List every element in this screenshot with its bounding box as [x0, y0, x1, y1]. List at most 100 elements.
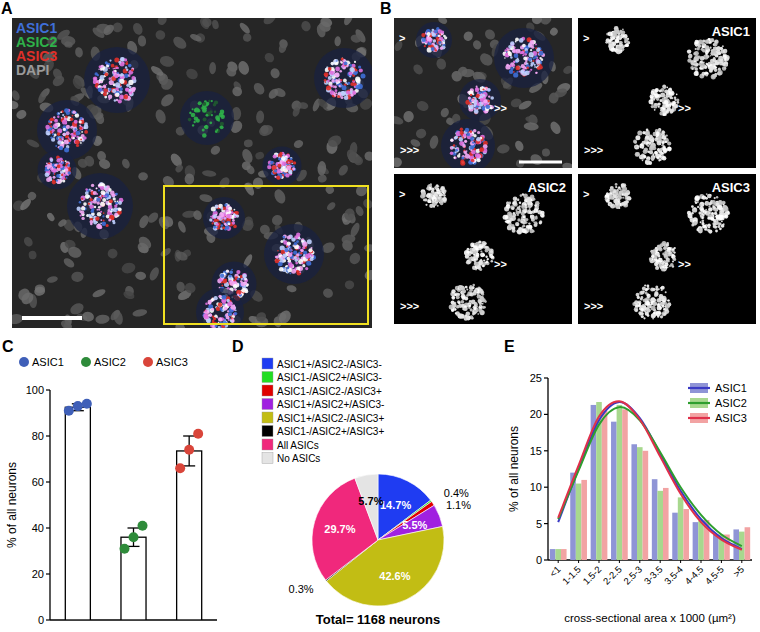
- nucleus: [76, 157, 89, 169]
- nucleus: [439, 107, 450, 119]
- speckle: [287, 267, 290, 270]
- speckle: [520, 70, 524, 74]
- speckle: [60, 171, 63, 174]
- speckle: [65, 135, 68, 138]
- speckle: [218, 303, 222, 307]
- speckle: [79, 120, 82, 123]
- channel-label: DAPI: [16, 62, 49, 78]
- micrograph: [12, 18, 372, 328]
- speckle: [100, 86, 102, 88]
- speckle: [288, 161, 290, 163]
- nucleus: [135, 271, 146, 280]
- speckle: [103, 212, 105, 214]
- speckle: [341, 58, 344, 61]
- speckle: [427, 37, 432, 42]
- nucleus: [262, 18, 278, 27]
- speckle: [91, 213, 94, 216]
- speckle: [427, 32, 431, 36]
- speckle: [79, 130, 81, 132]
- nucleus: [256, 110, 265, 123]
- speckle: [126, 69, 128, 71]
- speckle: [89, 198, 92, 201]
- speckle: [292, 167, 295, 170]
- nucleus: [171, 34, 189, 51]
- nucleus: [26, 138, 41, 149]
- nucleus: [548, 120, 562, 136]
- speckle: [235, 289, 237, 291]
- speckle: [486, 106, 489, 109]
- speckle: [226, 270, 229, 273]
- speckle: [109, 199, 113, 203]
- speckle: [345, 82, 347, 84]
- speckle: [50, 117, 53, 120]
- nucleus: [189, 33, 203, 43]
- nucleus: [278, 42, 288, 54]
- cell-body: [416, 22, 452, 58]
- speckle: [282, 254, 286, 258]
- speckle: [79, 124, 81, 126]
- speckle: [282, 261, 284, 263]
- nucleus: [46, 275, 58, 283]
- speckle: [106, 202, 108, 204]
- panel-letter: A: [1, 0, 13, 17]
- speckle: [306, 261, 311, 266]
- nucleus: [435, 57, 448, 71]
- speckle: [98, 69, 100, 71]
- nucleus: [300, 20, 312, 33]
- speckle: [80, 142, 82, 144]
- nucleus: [120, 261, 136, 275]
- speckle: [77, 207, 81, 211]
- speckle: [101, 65, 104, 68]
- cell-body: [494, 28, 554, 88]
- nucleus: [286, 284, 297, 293]
- speckle: [273, 170, 277, 174]
- speckle: [223, 305, 225, 307]
- speckle: [67, 164, 70, 167]
- speckle: [210, 308, 215, 313]
- speckle: [72, 115, 74, 117]
- speckle: [437, 40, 442, 45]
- speckle: [470, 94, 472, 96]
- speckle: [190, 111, 192, 113]
- speckle: [235, 211, 239, 215]
- speckle: [124, 74, 128, 78]
- nucleus: [243, 181, 256, 197]
- speckle: [116, 204, 118, 206]
- speckle: [203, 118, 207, 122]
- speckle: [56, 179, 58, 181]
- nucleus: [354, 205, 365, 218]
- speckle: [476, 86, 478, 88]
- speckle: [213, 103, 216, 106]
- speckle: [291, 252, 293, 254]
- nucleus: [240, 147, 254, 164]
- nucleus: [19, 290, 36, 307]
- speckle: [355, 85, 360, 90]
- speckle: [47, 167, 50, 170]
- speckle: [535, 72, 537, 74]
- nucleus: [394, 114, 404, 126]
- speckle: [208, 301, 211, 304]
- speckle: [57, 141, 61, 145]
- speckle: [125, 88, 129, 92]
- speckle: [53, 168, 57, 172]
- speckle: [128, 70, 133, 75]
- speckle: [98, 190, 100, 192]
- speckle: [132, 87, 136, 91]
- speckle: [301, 262, 303, 264]
- speckle: [523, 57, 527, 61]
- speckle: [100, 222, 102, 224]
- speckle: [211, 100, 213, 102]
- speckle: [301, 249, 304, 252]
- nucleus: [192, 209, 204, 221]
- speckle: [221, 115, 225, 119]
- speckle: [475, 88, 479, 92]
- speckle: [58, 113, 60, 115]
- speckle: [102, 215, 104, 217]
- speckle: [539, 57, 541, 59]
- speckle: [213, 317, 216, 320]
- panel-letter: B: [380, 0, 392, 17]
- speckle: [344, 96, 349, 101]
- speckle: [279, 267, 284, 272]
- nucleus: [542, 148, 551, 157]
- speckle: [100, 186, 104, 190]
